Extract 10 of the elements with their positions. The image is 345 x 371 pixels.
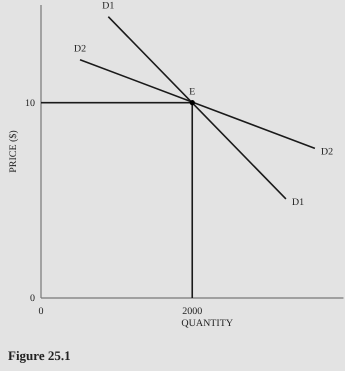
annotation: D2 <box>320 146 334 158</box>
annotation: D2 <box>74 44 86 55</box>
y-axis-title: PRICE ($) <box>8 130 19 173</box>
annotation: D1 <box>292 196 304 208</box>
text: Figure 25.1 <box>8 348 71 363</box>
x-tick-label: 2000 <box>182 306 202 318</box>
annotation: E <box>189 86 196 98</box>
y-tick-label: 10 <box>25 98 35 109</box>
x-axis-title: QUANTITY <box>181 318 234 329</box>
annotation: D1 <box>102 0 114 12</box>
